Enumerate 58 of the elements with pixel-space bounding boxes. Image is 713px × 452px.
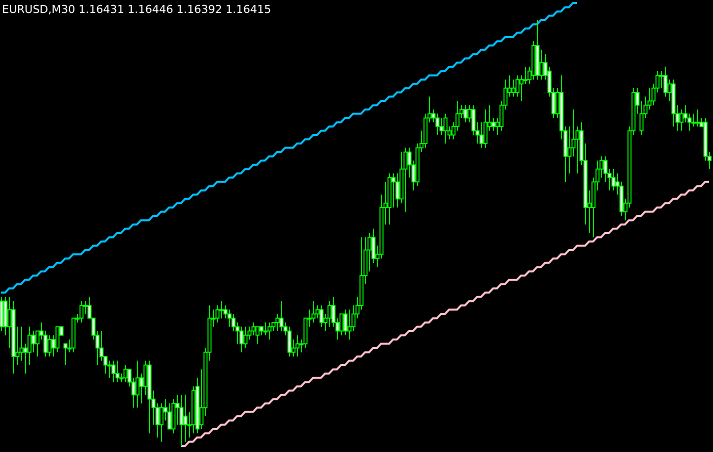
candlestick	[612, 168, 616, 191]
candlestick	[280, 300, 284, 332]
candlestick	[392, 172, 396, 208]
candlestick	[664, 66, 668, 98]
candlestick	[464, 104, 468, 123]
candlestick	[480, 122, 484, 148]
candlestick	[252, 322, 256, 336]
candlestick	[136, 360, 140, 408]
candlestick	[180, 394, 184, 446]
candlestick	[184, 394, 188, 442]
candlestick	[540, 49, 544, 80]
candlestick	[100, 330, 104, 362]
candlestick	[316, 304, 320, 319]
candlestick	[404, 147, 408, 212]
candlestick	[216, 304, 220, 323]
candlestick	[64, 343, 68, 366]
chart-title: EURUSD,M30 1.16431 1.16446 1.16392 1.16415	[2, 3, 272, 16]
candlestick	[108, 360, 112, 378]
candlestick	[20, 326, 24, 362]
candlestick	[692, 113, 696, 127]
candlestick	[396, 172, 400, 208]
candlestick	[660, 70, 664, 89]
candlestick	[492, 117, 496, 132]
candlestick	[264, 322, 268, 336]
candlestick	[124, 364, 128, 383]
candlestick	[116, 360, 120, 383]
candlestick	[276, 313, 280, 332]
candlestick	[484, 108, 488, 148]
candlestick	[516, 74, 520, 98]
candlestick	[84, 300, 88, 314]
candlestick	[48, 334, 52, 358]
candlestick	[320, 304, 324, 328]
candlestick	[512, 79, 516, 98]
candlestick	[220, 300, 224, 319]
candlestick	[348, 309, 352, 340]
candlestick	[268, 322, 272, 340]
candlestick	[32, 330, 36, 353]
candlestick	[680, 108, 684, 132]
candlestick	[440, 117, 444, 136]
candlestick	[344, 309, 348, 336]
candlestick	[240, 326, 244, 353]
candlestick	[312, 300, 316, 323]
candlestick	[244, 326, 248, 349]
candlestick	[56, 326, 60, 353]
candlestick	[296, 334, 300, 358]
candlestick	[160, 402, 164, 442]
candlestick	[228, 309, 232, 328]
candlestick	[436, 113, 440, 136]
candlestick	[168, 402, 172, 430]
candlestick	[444, 113, 448, 144]
candlestick	[256, 326, 260, 344]
candlestick	[80, 300, 84, 323]
candlestick	[328, 300, 332, 328]
candlestick	[696, 108, 700, 127]
candlestick	[524, 66, 528, 84]
candlestick	[288, 326, 292, 358]
candlestick	[112, 360, 116, 383]
candlestick	[340, 313, 344, 336]
